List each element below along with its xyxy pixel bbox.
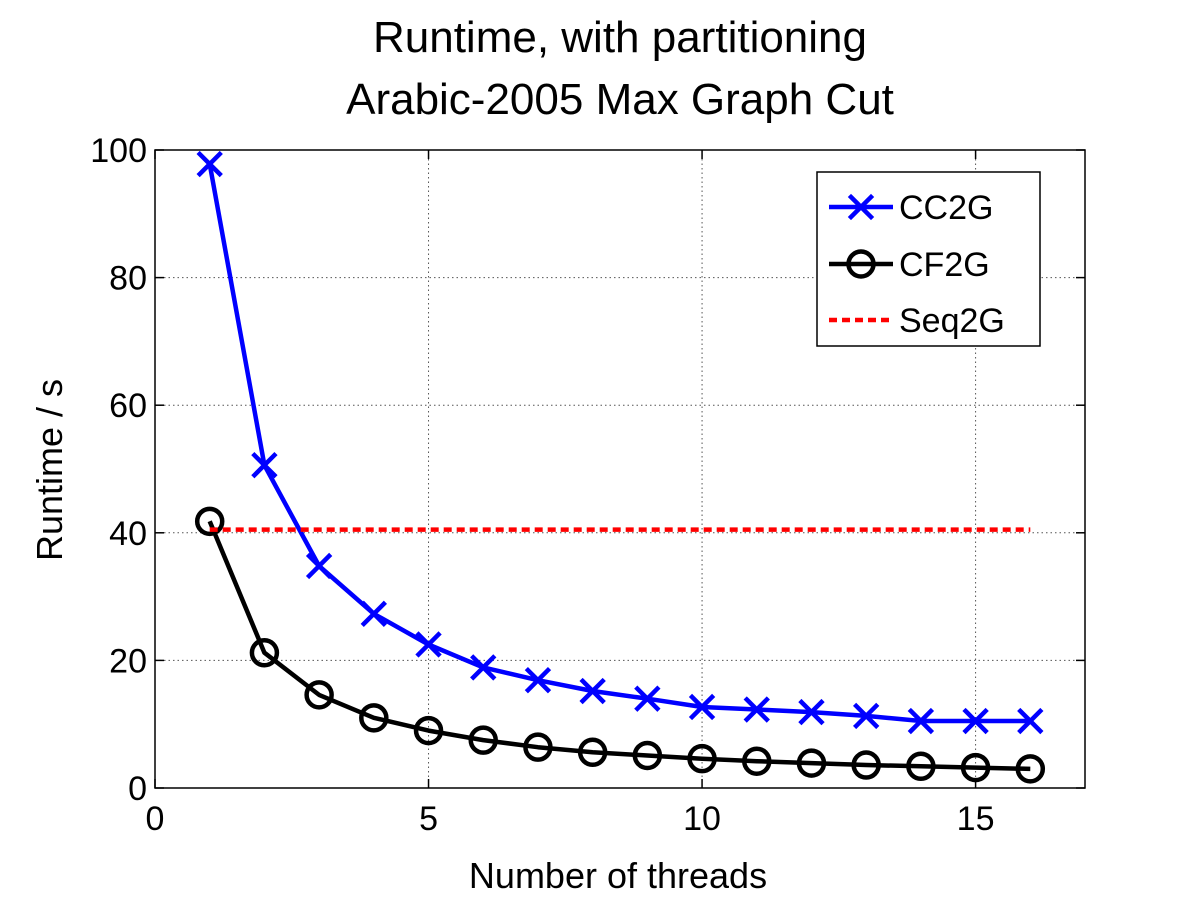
data-point-cc2g [743,696,770,723]
chart-title-line-2: Arabic-2005 Max Graph Cut [346,75,894,124]
data-point-cc2g [962,707,989,735]
y-tick-label: 60 [109,387,147,425]
legend-label: Seq2G [899,302,1005,340]
legend-items: CC2G CF2G Seq2G [829,189,1005,340]
data-point-cc2g [688,693,716,721]
legend: CC2G CF2G Seq2G [816,171,1041,347]
data-point-cc2g [579,677,606,705]
x-tick-label: 15 [957,800,995,838]
series-line-cc2g [207,163,1031,724]
legend-item-seq2g: Seq2G [829,302,1005,340]
plot-area-frame [154,149,1086,789]
data-point-cf2g [632,740,663,771]
x-tick-label: 0 [146,800,165,838]
legend-item-cf2g: CF2G [829,246,990,284]
data-point-cf2g [851,750,881,780]
data-point-cf2g [359,703,389,733]
legend-label: CF2G [899,246,990,284]
y-tick-label: 0 [128,770,147,808]
legend-marker [847,193,875,221]
data-point-cf2g [577,737,608,768]
y-axis-label: Runtime / s [29,379,70,561]
data-point-cf2g [742,746,772,776]
legend-label: CC2G [899,189,993,227]
y-tick-label: 100 [90,132,147,170]
data-point-cf2g [249,637,280,668]
data-point-cc2g [907,707,935,735]
chart-title-line-1: Runtime, with partitioning [373,13,867,62]
data-point-cc2g [360,600,388,628]
data-point-cf2g [413,715,444,746]
axis-ticks: 0 5 10 15 0 20 40 60 80 100 [90,132,1085,838]
data-point-cf2g [906,751,936,782]
data-point-cc2g [1017,707,1044,735]
y-tick-label: 20 [109,642,147,680]
data-point-cc2g [852,702,880,730]
x-axis-label: Number of threads [469,855,767,896]
series-cf2g [194,506,1046,784]
y-tick-label: 40 [109,515,147,553]
data-point-cf2g [960,752,991,783]
data-point-cf2g [194,506,225,537]
data-point-cf2g [468,725,498,755]
legend-marker [846,249,876,279]
data-point-cc2g [305,552,333,580]
data-series [194,150,1046,784]
data-point-cc2g [798,698,825,726]
data-point-cc2g [415,631,442,658]
data-point-cf2g [687,743,717,774]
data-point-cc2g [196,150,223,178]
data-point-cf2g [796,748,827,778]
data-point-cf2g [1015,754,1046,784]
x-tick-label: 10 [683,800,721,838]
data-point-cf2g [523,732,553,762]
legend-item-cc2g: CC2G [829,189,993,227]
data-point-cc2g [634,685,661,712]
data-point-cc2g [470,654,497,681]
series-line-cf2g [207,520,1031,772]
data-point-cc2g [524,666,552,694]
data-point-cf2g [304,680,334,710]
y-tick-label: 80 [109,260,147,298]
x-tick-label: 5 [419,800,438,838]
series-cc2g [196,150,1044,735]
data-point-cc2g [251,451,278,479]
